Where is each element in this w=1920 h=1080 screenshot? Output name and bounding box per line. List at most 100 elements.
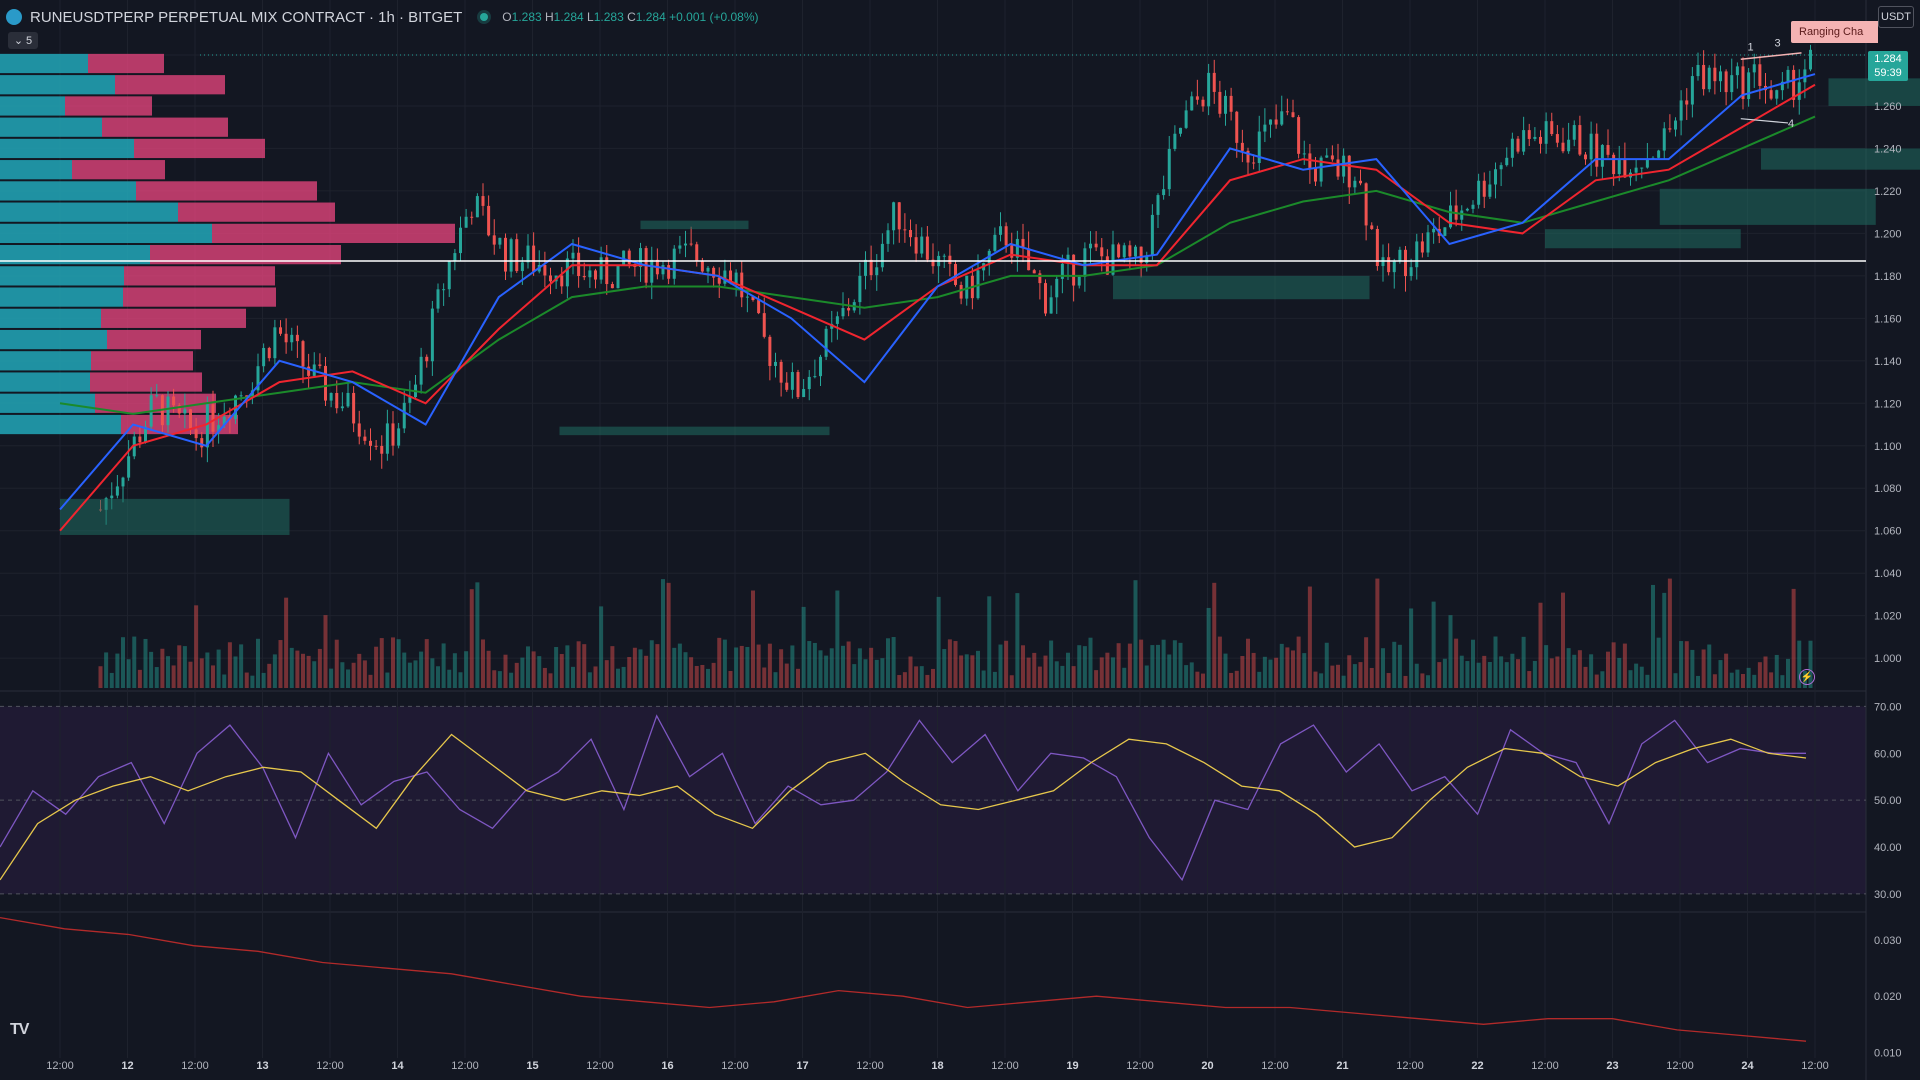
candle-body — [1353, 180, 1357, 188]
indicators-toggle-button[interactable]: ⌄ 5 — [8, 32, 38, 49]
candle-body — [1404, 249, 1407, 277]
time-axis-label: 21 — [1336, 1060, 1348, 1072]
volume-bar — [1409, 608, 1414, 688]
volume-bar — [1786, 658, 1790, 688]
volume-bar — [1234, 670, 1239, 688]
candle-body — [397, 428, 401, 446]
candle-body — [1246, 150, 1250, 163]
volume-bar — [1206, 607, 1211, 688]
volume-bar — [542, 667, 547, 688]
candle-body — [346, 392, 350, 407]
volume-bar — [1032, 652, 1037, 688]
volume-bar — [295, 650, 300, 688]
volume-bar — [857, 648, 862, 688]
time-axis-label: 12:00 — [856, 1060, 884, 1072]
volume-bar — [565, 645, 570, 688]
candle-body — [1269, 119, 1272, 125]
volume-bar — [835, 590, 840, 688]
volume-bar — [1645, 674, 1650, 688]
volume-bar — [1386, 673, 1391, 688]
price-axis-label: 1.120 — [1874, 398, 1902, 410]
volume-bar — [1746, 667, 1751, 688]
volume-bar — [1808, 640, 1813, 688]
candle-body — [211, 404, 215, 432]
tradingview-logo[interactable]: TV — [10, 1021, 29, 1038]
currency-select[interactable]: USDT — [1878, 6, 1914, 28]
vp-bar-down — [107, 329, 201, 350]
volume-bar — [992, 671, 997, 688]
candle-body — [504, 237, 507, 272]
candle-body — [1336, 159, 1340, 177]
volume-bar — [143, 638, 148, 688]
candle-body — [954, 264, 957, 285]
candle-body — [1319, 157, 1323, 182]
volume-bar — [1724, 653, 1729, 688]
volume-bar — [1381, 648, 1385, 688]
candle-body — [1510, 138, 1514, 158]
volume-bar — [751, 590, 755, 688]
demand-zone — [60, 498, 290, 535]
volume-bar — [1324, 642, 1329, 688]
candle-body — [183, 409, 187, 414]
candle-body — [560, 275, 564, 287]
volume-bar — [1217, 636, 1222, 688]
candle-body — [1015, 238, 1019, 258]
volume-bar — [1116, 643, 1121, 688]
candle-body — [1645, 158, 1649, 168]
candle-body — [453, 253, 457, 262]
vp-bar-down — [91, 351, 193, 371]
volume-bar — [1690, 649, 1695, 688]
volume-bar — [166, 656, 170, 688]
lightning-icon[interactable]: ⚡ — [1799, 669, 1815, 685]
volume-bar — [1729, 672, 1734, 688]
vp-bar-up — [0, 245, 150, 265]
volume-bar — [452, 653, 457, 688]
vp-bar-up — [0, 329, 107, 350]
volume-bar — [863, 659, 868, 688]
time-axis-label: 12:00 — [991, 1060, 1019, 1072]
candle-body — [487, 205, 491, 236]
vp-bar-up — [0, 181, 136, 201]
candle-body — [1415, 241, 1419, 268]
candle-body — [1139, 246, 1143, 263]
vp-bar-up — [0, 308, 101, 328]
volume-bar — [537, 656, 542, 688]
volume-bar — [1144, 665, 1149, 688]
candle-body — [1657, 150, 1661, 158]
demand-zones — [60, 78, 1920, 535]
volume-bar — [604, 660, 609, 688]
vp-bar-down — [101, 308, 246, 328]
volume-bar — [762, 667, 767, 688]
volume-bar — [1712, 674, 1717, 688]
ranging-channel-label[interactable]: Ranging Cha — [1791, 21, 1878, 43]
time-axis-label: 22 — [1471, 1060, 1483, 1072]
volume-bar — [1240, 656, 1245, 688]
candle-body — [1302, 153, 1306, 155]
candle-body — [1668, 128, 1672, 130]
volume-bar — [1060, 665, 1065, 688]
volume-bar — [1313, 671, 1318, 688]
candle-body — [1257, 131, 1261, 164]
symbol-title[interactable]: RUNEUSDTPERP PERPETUAL MIX CONTRACT · 1h… — [30, 8, 463, 26]
candle-body — [369, 440, 372, 446]
candle-body — [520, 262, 524, 272]
candle-body — [1465, 208, 1469, 211]
volume-bar — [689, 657, 694, 688]
pattern-line — [1740, 52, 1802, 60]
candle-body — [813, 376, 817, 378]
candle-body — [779, 361, 783, 383]
volume-bar — [149, 651, 154, 688]
candle-body — [1561, 142, 1565, 152]
candle-body — [1443, 227, 1447, 236]
volume-bar — [1071, 666, 1076, 688]
volume-bar — [1201, 673, 1205, 688]
candle-body — [948, 255, 952, 265]
candle-body — [1449, 205, 1452, 228]
candle-body — [374, 445, 378, 447]
volume-bar — [312, 661, 317, 688]
volume-bar — [711, 662, 716, 688]
candle-body — [1786, 69, 1790, 82]
volume-bar — [436, 666, 440, 688]
volume-bar — [1594, 674, 1599, 688]
